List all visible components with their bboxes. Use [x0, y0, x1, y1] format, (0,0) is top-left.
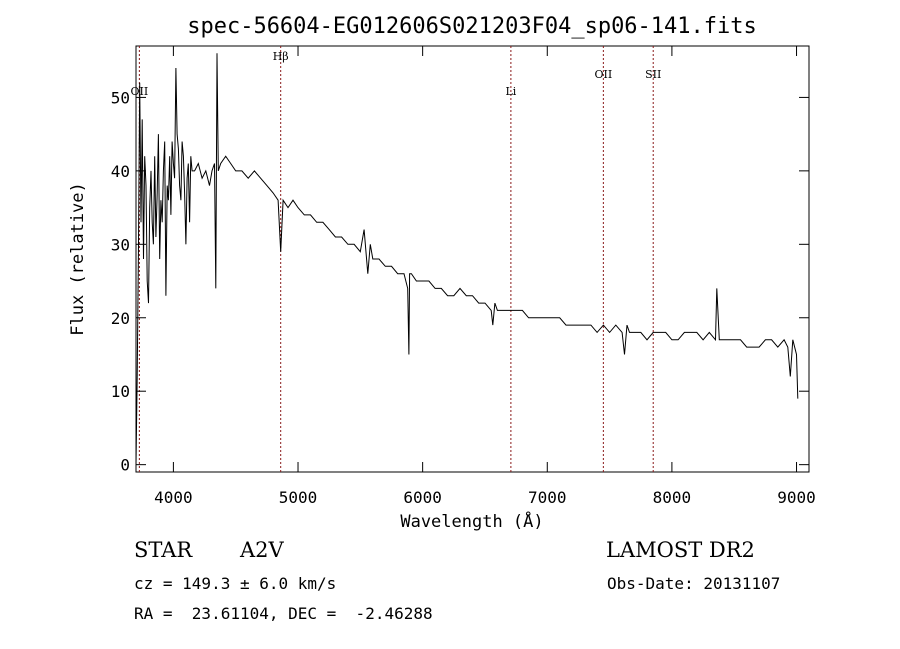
y-tick-label: 50 — [111, 88, 130, 107]
spectral-line-label: Li — [505, 85, 516, 98]
x-tick-label: 6000 — [403, 488, 442, 507]
spectral-line-label: OII — [595, 68, 613, 81]
x-tick-label: 9000 — [777, 488, 816, 507]
spectrum-line — [135, 53, 799, 465]
spectral-line-label: SII — [645, 68, 661, 81]
axis-ticks: 4000 5000 6000 7000 8000 9000 0 10 20 30 40 50 — [111, 46, 816, 507]
y-tick-label: 0 — [120, 456, 130, 475]
y-tick-label: 20 — [111, 309, 130, 328]
plot-frame — [135, 45, 810, 473]
chart-title: spec-56604-EG012606S021203F04_sp06-141.f… — [187, 14, 757, 39]
x-axis-label: Wavelength (Å) — [400, 510, 543, 532]
y-tick-label: 30 — [111, 235, 130, 254]
x-tick-label: 4000 — [154, 488, 193, 507]
survey-name: LAMOST DR2 — [606, 538, 755, 562]
y-tick-label: 10 — [111, 382, 130, 401]
x-tick-label: 8000 — [653, 488, 692, 507]
object-type: STAR — [134, 538, 193, 562]
y-axis-label: Flux (relative) — [68, 182, 88, 336]
observation-date: Obs-Date: 20131107 — [607, 574, 781, 593]
spectral-class: A2V — [240, 538, 284, 562]
redshift-velocity: cz = 149.3 ± 6.0 km/s — [134, 574, 337, 593]
y-tick-label: 40 — [111, 162, 130, 181]
spectral-line-label: Hβ — [273, 50, 289, 63]
x-tick-label: 7000 — [528, 488, 567, 507]
x-tick-label: 5000 — [279, 488, 318, 507]
sky-coordinates: RA = 23.61104, DEC = -2.46288 — [134, 604, 433, 623]
